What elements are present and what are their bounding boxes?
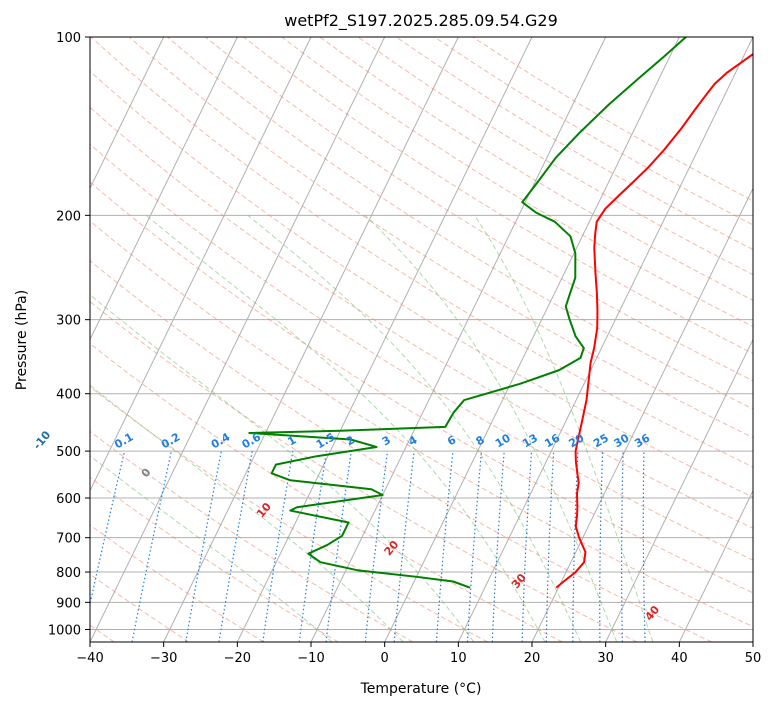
x-tick-label: −20 <box>224 651 251 666</box>
y-tick-label: 1000 <box>48 623 81 638</box>
dry-adiabat-line <box>90 106 753 529</box>
isotherm-line <box>457 37 753 642</box>
isotherm-line <box>605 338 753 642</box>
moist-adiabat-line <box>364 214 618 642</box>
isotherm-line <box>678 489 753 642</box>
y-tick-label: 500 <box>56 445 81 460</box>
isotherm-line <box>384 37 680 642</box>
x-tick-label: 30 <box>597 651 614 666</box>
temperature-line <box>555 52 753 589</box>
dry-adiabat-line <box>90 220 753 628</box>
isotherm-line <box>90 37 312 492</box>
dry-adiabat-line <box>128 37 753 439</box>
moist-adiabat-line <box>145 214 546 642</box>
y-axis: 100 200 300 400 500 600 700 800 900 1000 <box>48 31 90 638</box>
y-tick-label: 400 <box>56 388 81 403</box>
x-tick-label: 10 <box>450 651 467 666</box>
y-axis-label: Pressure (hPa) <box>14 290 30 390</box>
dry-adiabat-line <box>166 37 753 410</box>
y-tick-label: 100 <box>56 31 81 46</box>
dry-adiabat-line <box>90 70 753 498</box>
y-tick-label: 200 <box>56 209 81 224</box>
mixing-ratio-line <box>298 451 328 642</box>
x-tick-label: −40 <box>76 651 103 666</box>
y-tick-label: 900 <box>56 596 81 611</box>
x-tick-label: −10 <box>297 651 324 666</box>
isotherm-line <box>90 37 386 642</box>
isotherm-line <box>90 37 238 341</box>
mixing-ratio-line <box>393 451 415 642</box>
dry-adiabat-line <box>90 143 753 561</box>
x-axis-label: Temperature (°C) <box>360 681 482 697</box>
mixing-ratio-line <box>325 451 352 642</box>
dry-adiabat-line <box>90 476 339 642</box>
mixing-ratio-line <box>435 451 454 642</box>
dry-adiabat-line <box>90 342 563 642</box>
plot-frame <box>89 36 754 643</box>
moist-adiabat-line <box>247 214 582 642</box>
dry-adiabat-line <box>90 37 753 468</box>
y-tick-label: 600 <box>56 492 81 507</box>
dry-adiabat-line <box>90 430 414 642</box>
x-tick-label: 50 <box>745 651 762 666</box>
chart-title: wetPf2_S197.2025.285.09.54.G29 <box>284 11 558 31</box>
dewpoint-line <box>248 37 687 589</box>
mixing-ratio-line <box>262 450 294 642</box>
isotherm-line <box>163 37 459 642</box>
sounding-layer <box>248 37 753 589</box>
dry-adiabat-line <box>90 260 712 642</box>
moist-adiabat-line <box>90 384 404 642</box>
dry-adiabat-line <box>319 37 753 301</box>
y-tick-label: 700 <box>56 532 81 547</box>
y-tick-label: 800 <box>56 566 81 581</box>
x-axis: −40 −30 −20 −10 0 10 20 30 40 50 <box>76 642 761 666</box>
x-tick-label: −30 <box>150 651 177 666</box>
moist-adiabat-line <box>90 294 475 642</box>
isotherm-line <box>236 37 533 642</box>
dry-adiabat-line <box>90 181 753 594</box>
dry-adiabat-line <box>281 37 753 328</box>
moist-adiabat-line <box>474 215 654 642</box>
isotherm-line <box>90 37 165 190</box>
dry-adiabat-line <box>90 573 190 642</box>
x-tick-label: 20 <box>524 651 541 666</box>
y-tick-label: 300 <box>56 314 81 329</box>
x-tick-label: 40 <box>671 651 688 666</box>
x-tick-label: 0 <box>381 651 389 666</box>
